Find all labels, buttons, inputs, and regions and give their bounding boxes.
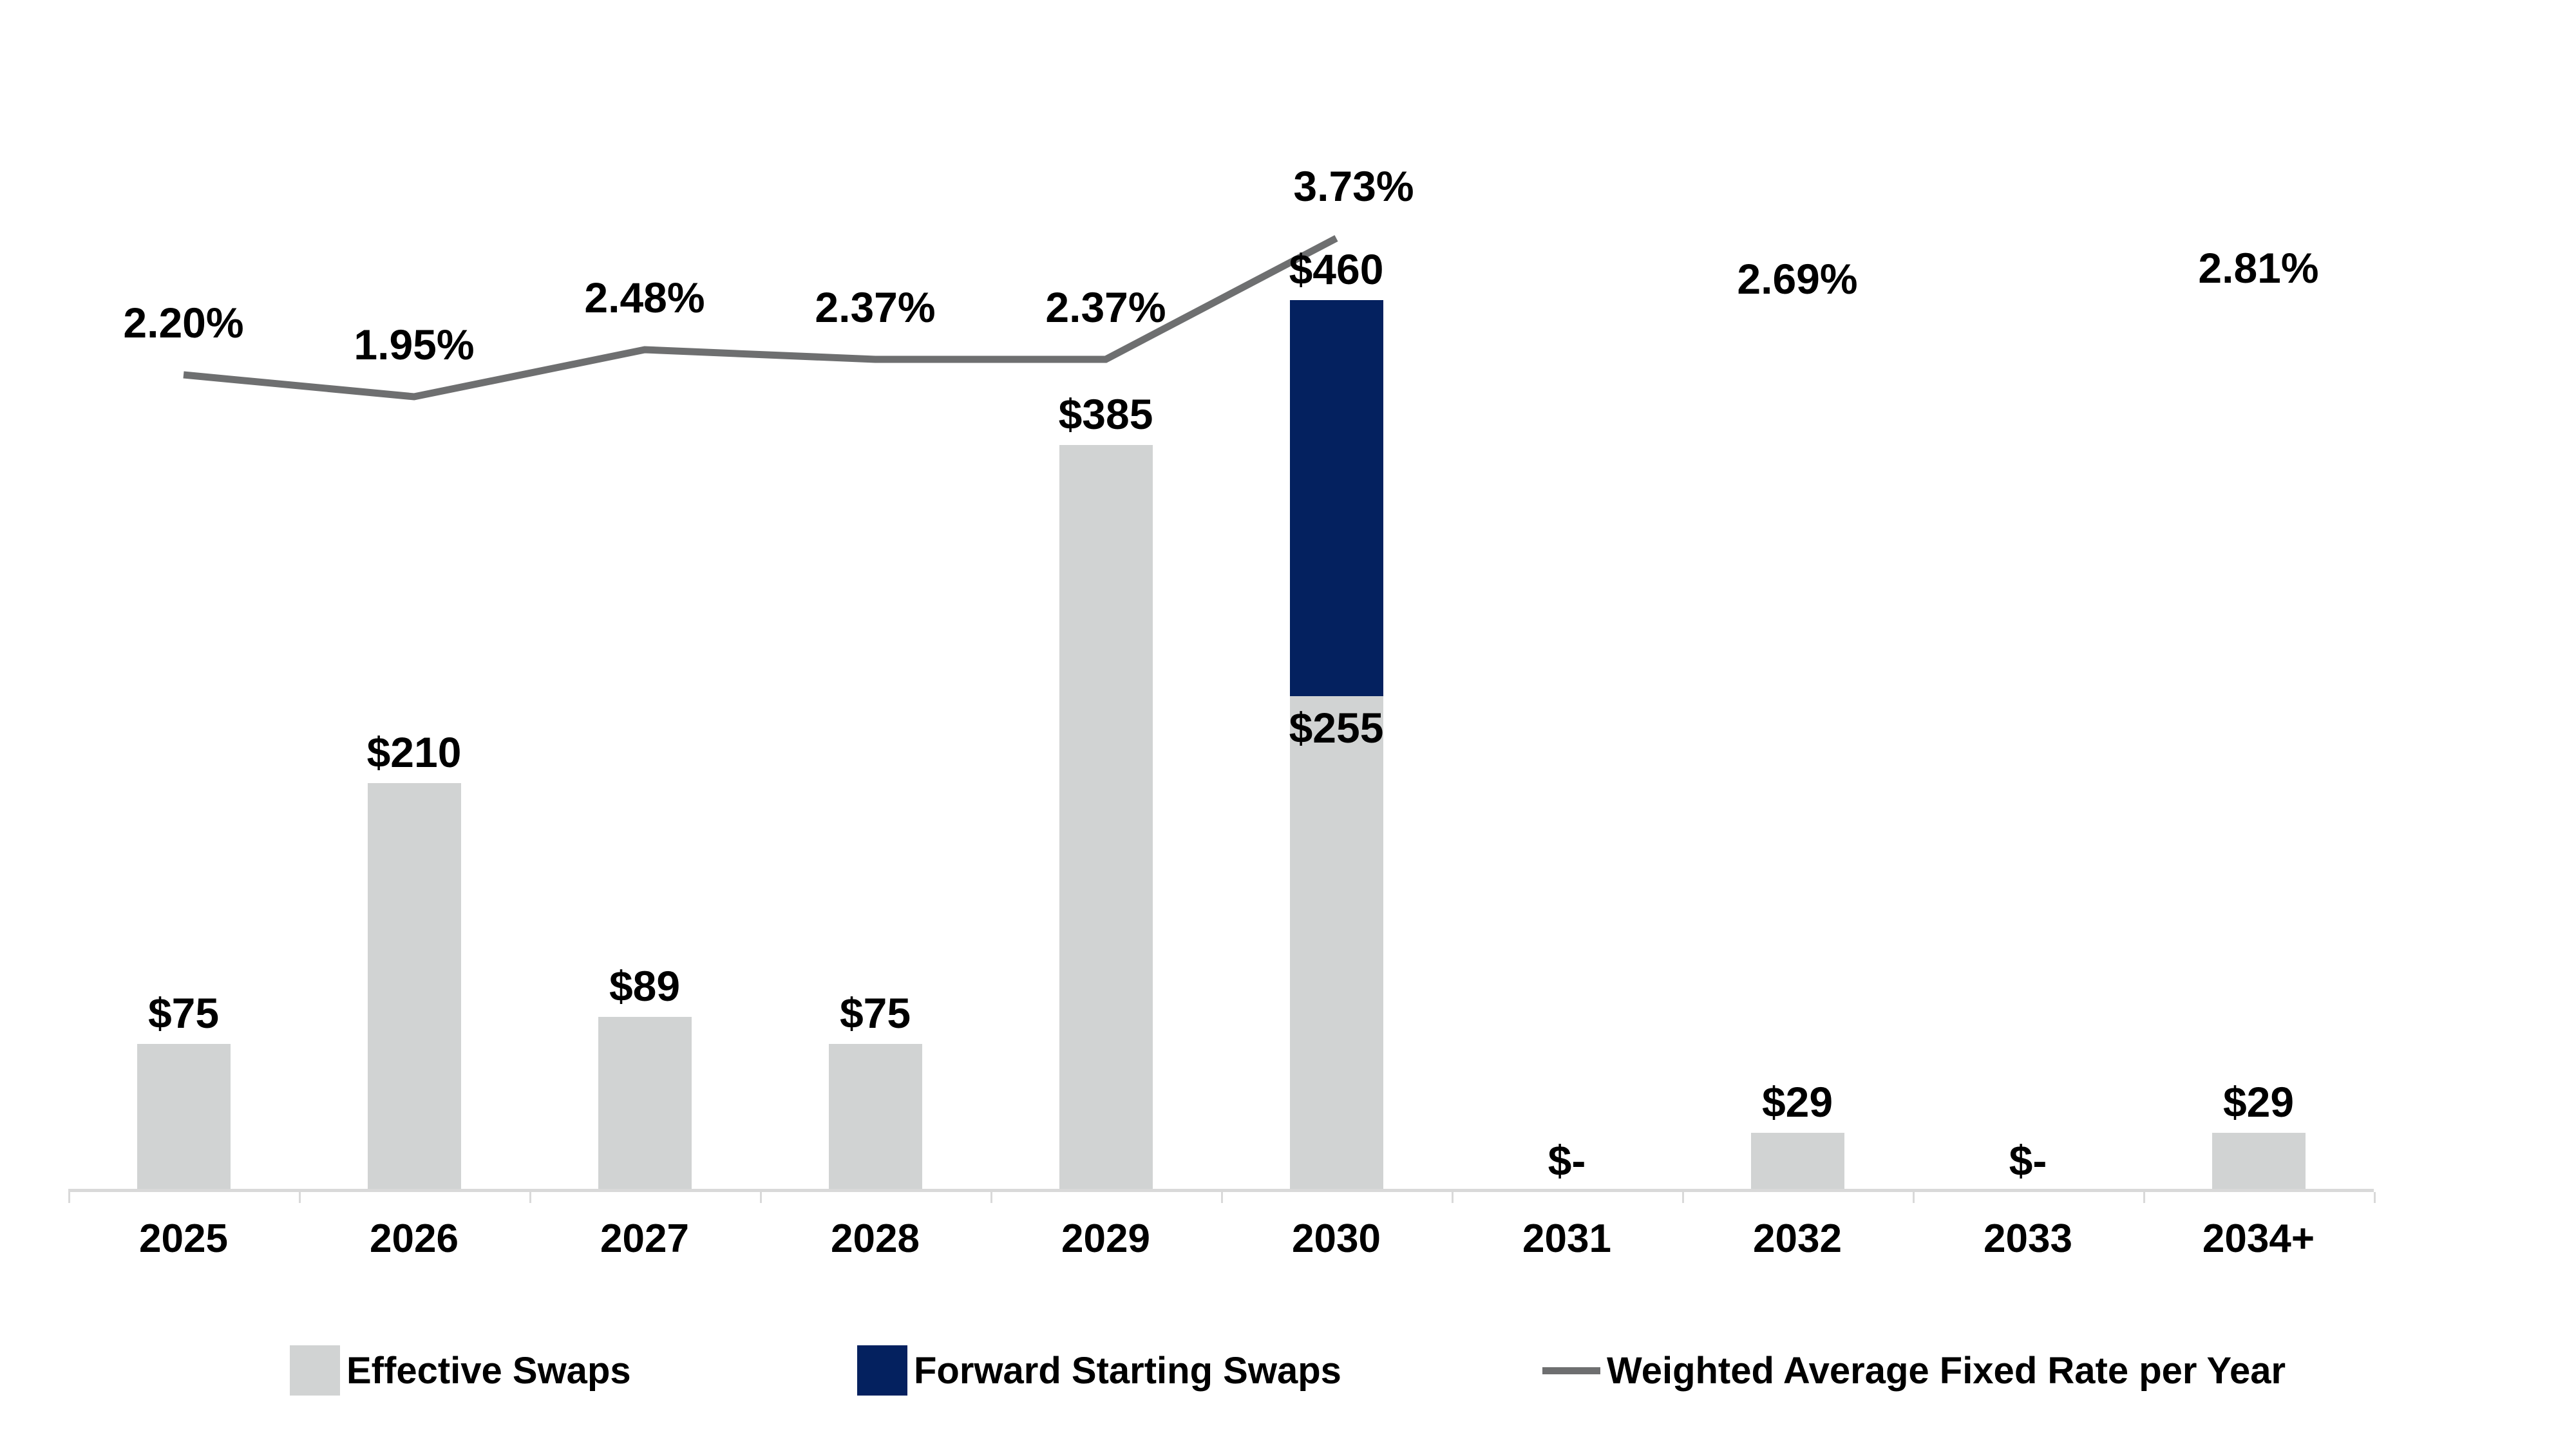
legend-item-forward-starting-swaps: Forward Starting Swaps	[857, 1342, 1341, 1399]
bar-effective-2026	[367, 783, 461, 1189]
forward-starting-swaps-swatch-icon	[857, 1345, 907, 1396]
bar-label-effective-2030: $255	[1289, 704, 1384, 752]
rate-label-2028: 2.37%	[815, 283, 936, 331]
effective-swaps-swatch-icon	[290, 1345, 340, 1396]
x-axis-tick	[2374, 1192, 2376, 1203]
x-axis-tick	[760, 1192, 762, 1203]
x-axis-tick	[990, 1192, 992, 1203]
legend-label-weighted-average-fixed-rate: Weighted Average Fixed Rate per Year	[1607, 1349, 2286, 1392]
bar-effective-2032	[1750, 1133, 1844, 1189]
bar-label-effective-2028: $75	[839, 989, 911, 1037]
rate-label-2025: 2.20%	[123, 298, 244, 346]
legend-item-weighted-average-fixed-rate: Weighted Average Fixed Rate per Year	[1542, 1342, 2286, 1399]
x-axis-label-2032: 2032	[1753, 1217, 1842, 1261]
bar-label-effective-2025: $75	[147, 989, 220, 1037]
bar-label-effective-2034+: $29	[2222, 1077, 2295, 1126]
legend-item-effective-swaps: Effective Swaps	[290, 1342, 631, 1399]
x-axis-label-2027: 2027	[600, 1217, 689, 1261]
bar-effective-2027	[598, 1017, 692, 1189]
x-axis-tick	[2143, 1192, 2145, 1203]
bar-label-effective-2029: $385	[1058, 390, 1153, 438]
bar-label-effective-2026: $210	[366, 728, 462, 776]
x-axis-label-2033: 2033	[1984, 1217, 2072, 1261]
stack-total-label-2030: $460	[1289, 245, 1384, 293]
rate-label-2026: 1.95%	[354, 320, 475, 368]
bar-label-effective-2033: $-	[2009, 1136, 2047, 1184]
bar-effective-2030	[1289, 696, 1383, 1189]
rate-line-marker-icon	[1542, 1367, 1600, 1374]
x-axis-tick	[529, 1192, 531, 1203]
x-axis-tick	[1452, 1192, 1454, 1203]
x-axis-tick	[1682, 1192, 1684, 1203]
x-axis-line	[68, 1189, 2374, 1192]
x-axis-tick	[68, 1192, 70, 1203]
x-axis-label-2034+: 2034+	[2202, 1217, 2315, 1261]
bar-effective-2034+	[2211, 1133, 2306, 1189]
bar-effective-2029	[1059, 445, 1153, 1189]
x-axis-label-2030: 2030	[1292, 1217, 1381, 1261]
legend-label-forward-starting-swaps: Forward Starting Swaps	[914, 1349, 1341, 1392]
x-axis-tick	[1221, 1192, 1223, 1203]
rate-label-2032: 2.69%	[1737, 254, 1858, 303]
rate-label-2029: 2.37%	[1045, 283, 1166, 331]
x-axis-label-2031: 2031	[1522, 1217, 1611, 1261]
legend-label-effective-swaps: Effective Swaps	[346, 1349, 631, 1392]
x-axis-label-2028: 2028	[831, 1217, 920, 1261]
bar-label-effective-2031: $-	[1548, 1136, 1586, 1184]
x-axis-tick	[1913, 1192, 1915, 1203]
rate-label-2027: 2.48%	[584, 273, 705, 321]
x-axis-label-2026: 2026	[370, 1217, 459, 1261]
bar-forward-2030	[1289, 300, 1383, 696]
rate-label-2030: 3.73%	[1293, 162, 1414, 210]
x-axis-tick	[299, 1192, 301, 1203]
bar-effective-2025	[137, 1044, 231, 1189]
x-axis-label-2029: 2029	[1061, 1217, 1150, 1261]
bar-label-effective-2027: $89	[609, 961, 681, 1010]
rate-label-2034+: 2.81%	[2198, 243, 2319, 292]
bar-label-effective-2032: $29	[1761, 1077, 1833, 1126]
x-axis-label-2025: 2025	[139, 1217, 228, 1261]
bar-effective-2028	[828, 1044, 922, 1189]
rate-line-path	[183, 235, 1338, 401]
